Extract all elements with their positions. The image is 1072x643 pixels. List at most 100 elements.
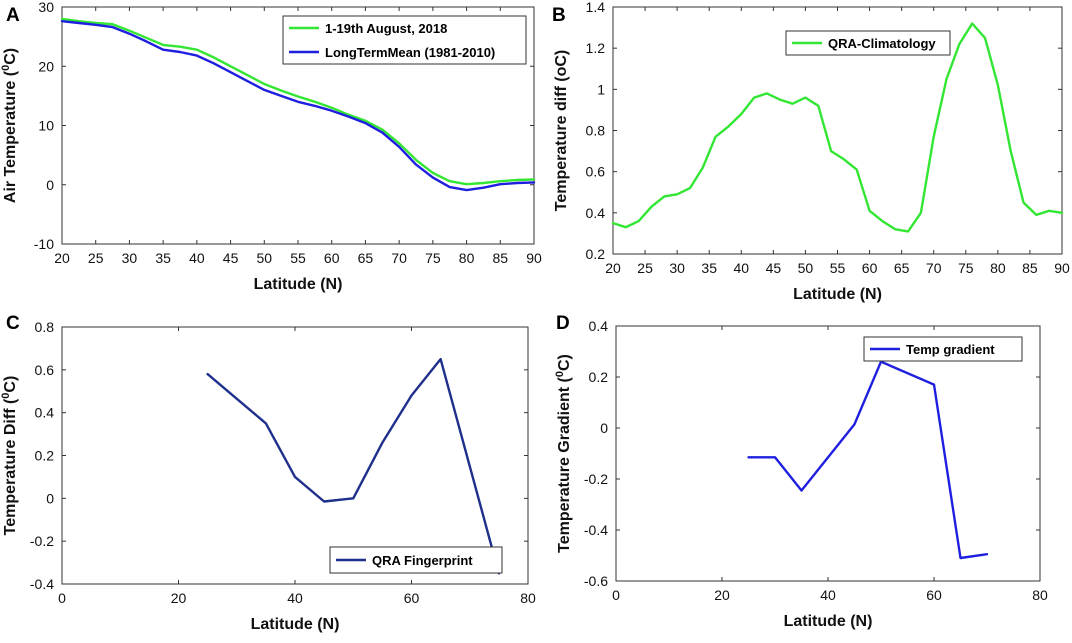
legend-entry: QRA-Climatology: [828, 36, 936, 51]
y-tick-label: -0.2: [30, 533, 54, 549]
legend-entry: 1-19th August, 2018: [325, 21, 447, 36]
series-line-b-0: [611, 22, 1064, 233]
legend-entry: LongTermMean (1981-2010): [325, 45, 495, 60]
y-tick-label: 0.4: [35, 405, 55, 421]
y-axis-label: Temperature Diff (0C): [0, 376, 19, 536]
y-axis-label: Air Temperature (0C): [0, 48, 19, 203]
x-tick-label: 25: [88, 250, 104, 266]
y-tick-label: -10: [34, 236, 54, 252]
panel-label: C: [6, 313, 20, 334]
x-axis-label: Latitude (N): [793, 286, 882, 303]
y-tick-label: -0.4: [584, 522, 608, 538]
axes-box: [615, 325, 1041, 582]
legend: Temp gradient: [863, 336, 1023, 362]
series-line-a-1: [60, 20, 536, 192]
x-tick-label: 20: [54, 250, 70, 266]
legend: QRA-Climatology: [785, 30, 951, 56]
y-tick-label: 0.2: [589, 369, 609, 385]
x-tick-label: 80: [520, 590, 536, 606]
panel-label: D: [556, 313, 570, 334]
x-tick-label: 50: [798, 260, 814, 276]
y-tick-label: 1: [597, 81, 605, 97]
legend-entry: QRA Fingerprint: [372, 553, 473, 568]
y-tick-label: 0.2: [35, 448, 55, 464]
x-tick-label: 70: [391, 250, 407, 266]
y-axis-label-text: Temperature Diff (: [2, 398, 19, 535]
axes-box: [61, 326, 529, 585]
y-axis-label: Temperature Gradient (0C): [554, 354, 573, 553]
legend-entry: Temp gradient: [906, 342, 995, 357]
y-tick-label: 0.2: [586, 246, 606, 262]
x-tick-label: 60: [862, 260, 878, 276]
x-tick-label: 25: [637, 260, 653, 276]
x-tick-label: 75: [425, 250, 441, 266]
y-axis-label-superscript: 0: [0, 393, 12, 399]
x-tick-label: 0: [58, 590, 66, 606]
x-tick-label: 65: [894, 260, 910, 276]
x-tick-label: 20: [171, 590, 187, 606]
x-tick-label: 40: [189, 250, 205, 266]
chart-panel-a: A 20 25 30 35 40 45 50 55 60 65 70 75 80 85 90 -10 0 10 20 3…: [0, 0, 542, 293]
chart-panel-d: D 0 20 40 60 80 -0.6 -0.4 -0.2 0 0.2 0.4 Latitude (N…: [554, 313, 1048, 630]
x-tick-label: 40: [287, 590, 303, 606]
y-tick-label: 0: [600, 420, 608, 436]
x-tick-label: 60: [324, 250, 340, 266]
x-tick-label: 85: [492, 250, 508, 266]
x-tick-label: 60: [404, 590, 420, 606]
y-tick-label: -0.6: [584, 573, 608, 589]
y-tick-label: 1.4: [586, 0, 606, 15]
x-tick-label: 55: [830, 260, 846, 276]
x-tick-label: 65: [358, 250, 374, 266]
x-tick-label: 70: [926, 260, 942, 276]
chart-panel-b: B 20 25 30 35 40 45 50 55 60 65 70 75 80 85 90 0.2 0.4 0.6…: [552, 0, 1070, 303]
y-axis-label-text: Temperature diff (oC): [553, 50, 570, 211]
y-tick-label: -0.2: [584, 471, 608, 487]
x-axis-label: Latitude (N): [784, 613, 873, 630]
y-tick-label: 30: [38, 0, 54, 15]
y-tick-label: 20: [38, 58, 54, 74]
legend: 1-19th August, 2018 LongTermMean (1981-20…: [282, 15, 527, 65]
y-axis-label: Temperature diff (oC): [553, 50, 570, 211]
y-tick-label: 0.8: [586, 123, 606, 139]
x-tick-label: 30: [122, 250, 138, 266]
x-tick-label: 35: [701, 260, 717, 276]
x-tick-label: 90: [526, 250, 542, 266]
y-tick-label: -0.4: [30, 576, 54, 592]
y-axis-label-tail: C): [556, 354, 573, 371]
panel-label: A: [6, 5, 20, 26]
x-tick-label: 45: [223, 250, 239, 266]
x-tick-label: 30: [669, 260, 685, 276]
series-line-c-0: [206, 357, 501, 575]
y-tick-label: 1.2: [586, 40, 606, 56]
panel-label: B: [552, 5, 566, 26]
x-tick-label: 55: [290, 250, 306, 266]
x-axis-label: Latitude (N): [254, 276, 343, 293]
x-tick-label: 20: [605, 260, 621, 276]
x-tick-label: 40: [820, 587, 836, 603]
x-tick-label: 20: [714, 587, 730, 603]
y-tick-label: 0.4: [589, 318, 609, 334]
x-tick-label: 80: [1032, 587, 1048, 603]
y-tick-label: 10: [38, 118, 54, 134]
x-tick-label: 0: [612, 587, 620, 603]
chart-panel-c: C 0 20 40 60 80 -0.4 -0.2 0 0.2 0.4 0.6 0.8 Latitude …: [0, 313, 536, 633]
x-tick-label: 50: [256, 250, 272, 266]
y-tick-label: 0.8: [35, 319, 55, 335]
x-tick-label: 80: [990, 260, 1006, 276]
x-tick-label: 40: [733, 260, 749, 276]
x-axis-label: Latitude (N): [251, 616, 340, 633]
series-line-a-0: [60, 17, 536, 186]
y-tick-label: 0.6: [35, 362, 55, 378]
x-tick-label: 85: [1022, 260, 1038, 276]
x-tick-label: 75: [958, 260, 974, 276]
y-axis-label-tail: C): [2, 376, 19, 393]
y-tick-label: 0.4: [586, 205, 606, 221]
y-axis-label-tail: C): [2, 48, 19, 65]
y-axis-label-superscript: 0: [554, 371, 566, 377]
y-axis-label-text: Temperature Gradient (: [556, 376, 573, 552]
legend: QRA Fingerprint: [329, 546, 503, 574]
x-tick-label: 60: [926, 587, 942, 603]
x-tick-label: 35: [155, 250, 171, 266]
x-tick-label: 80: [459, 250, 475, 266]
